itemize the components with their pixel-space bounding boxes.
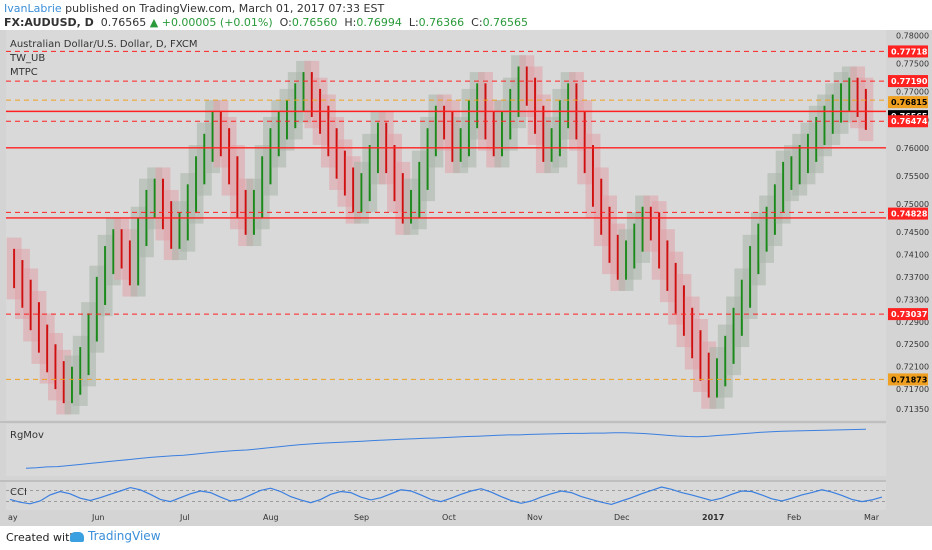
created-with-text: Created with	[6, 531, 77, 544]
price-label-bg	[888, 308, 928, 321]
price-tick-label: 0.72100	[896, 363, 929, 372]
author-link[interactable]: IvanLabrie	[4, 2, 62, 15]
price-label: 0.76815	[891, 98, 928, 107]
price-tick-label: 0.72900	[896, 318, 929, 327]
symbol-label: FX:AUDUSD, D	[4, 16, 94, 29]
price-label-bg	[888, 115, 928, 128]
price-tick-label: 0.74100	[896, 250, 929, 259]
rgmov-line[interactable]	[25, 428, 867, 469]
rgmov-pane-background	[6, 424, 886, 476]
low-value: 0.76366	[418, 16, 465, 29]
price-tick-label: 0.78000	[896, 32, 929, 41]
time-tick-label: Feb	[787, 513, 801, 522]
price-tick-label: 0.71350	[896, 405, 929, 414]
ohlc-line: FX:AUDUSD, D 0.76565 ▲ +0.00005 (+0.01%)…	[4, 16, 528, 29]
high-label: H:	[344, 16, 357, 29]
price-label: 0.71873	[891, 375, 927, 384]
price-label: 0.77718	[891, 47, 928, 56]
price-tick-label: 0.75000	[896, 200, 929, 209]
price-change: ▲ +0.00005 (+0.01%)	[149, 16, 273, 29]
price-tick-label: 0.77000	[896, 88, 929, 97]
close-label: C:	[471, 16, 483, 29]
close-value: 0.76565	[482, 16, 529, 29]
chart-title: Australian Dollar/U.S. Dollar, D, FXCM	[10, 39, 197, 50]
price-tick-label: 0.73700	[896, 273, 929, 282]
footer: Created with TradingView	[0, 526, 932, 550]
price-label: 0.77190	[891, 77, 928, 86]
price-label-bg	[888, 45, 928, 58]
price-label: 0.73037	[891, 310, 927, 319]
time-tick-label: Jul	[179, 513, 190, 522]
publish-line: IvanLabrie published on TradingView.com,…	[4, 2, 384, 15]
cci-pane[interactable]: 0.0000	[6, 482, 924, 510]
chart-area[interactable]: Australian Dollar/U.S. Dollar, D, FXCM T…	[0, 30, 932, 526]
price-tick-label: 0.74500	[896, 228, 929, 237]
tradingview-cloud-icon	[70, 531, 84, 542]
open-label: O:	[279, 16, 292, 29]
time-tick-label: ay	[8, 513, 18, 522]
time-axis[interactable]: ay Jun Jul Aug Sep Oct Nov Dec 2017 Feb Mar	[8, 513, 880, 522]
last-price: 0.76565	[100, 16, 147, 29]
time-tick-label: Aug	[263, 513, 279, 522]
price-label: 0.76474	[891, 117, 928, 126]
low-label: L:	[408, 16, 419, 29]
price-label-bg	[888, 373, 928, 386]
cci-line[interactable]	[9, 486, 883, 506]
time-tick-label: Sep	[354, 513, 369, 522]
price-tick-label: 0.77500	[896, 60, 929, 69]
high-value: 0.76994	[356, 16, 402, 29]
time-tick-label: Nov	[527, 513, 543, 522]
tradingview-link[interactable]: TradingView	[70, 529, 161, 543]
publish-header: IvanLabrie published on TradingView.com,…	[0, 0, 932, 30]
price-tick-label: 0.71700	[896, 385, 929, 394]
time-tick-label: Mar	[864, 513, 880, 522]
time-tick-label: Jun	[91, 513, 105, 522]
price-label-bg	[888, 96, 928, 109]
cci-pane-background	[6, 482, 886, 510]
indicator-mtpc: MTPC	[10, 67, 38, 78]
price-tick-label: 0.75500	[896, 172, 929, 181]
price-axis[interactable]: 0.780000.775000.770000.765000.760000.755…	[886, 30, 932, 526]
rgmov-pane[interactable]: 0.10	[6, 424, 914, 476]
time-tick-label: 2017	[702, 513, 724, 522]
rgmov-label: RgMov	[10, 430, 44, 441]
price-label-bg	[888, 75, 928, 88]
open-value: 0.76560	[291, 16, 338, 29]
published-text: published on TradingView.com, March 01, …	[65, 2, 385, 15]
tradingview-brand: TradingView	[88, 529, 161, 543]
time-tick-label: Oct	[442, 513, 456, 522]
price-tick-label: 0.76000	[896, 144, 929, 153]
price-label-bg	[888, 207, 928, 220]
price-tick-label: 0.73300	[896, 295, 929, 304]
price-tick-label: 0.72500	[896, 340, 929, 349]
time-tick-label: Dec	[614, 513, 629, 522]
indicator-tw-ub: TW_UB	[9, 53, 45, 64]
price-label: 0.74828	[891, 210, 928, 219]
price-pane[interactable]	[0, 30, 932, 482]
cci-label: CCI	[10, 487, 27, 498]
